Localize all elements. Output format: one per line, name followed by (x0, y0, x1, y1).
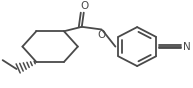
Text: O: O (97, 30, 106, 40)
Text: N: N (183, 42, 190, 52)
Text: O: O (81, 1, 89, 11)
